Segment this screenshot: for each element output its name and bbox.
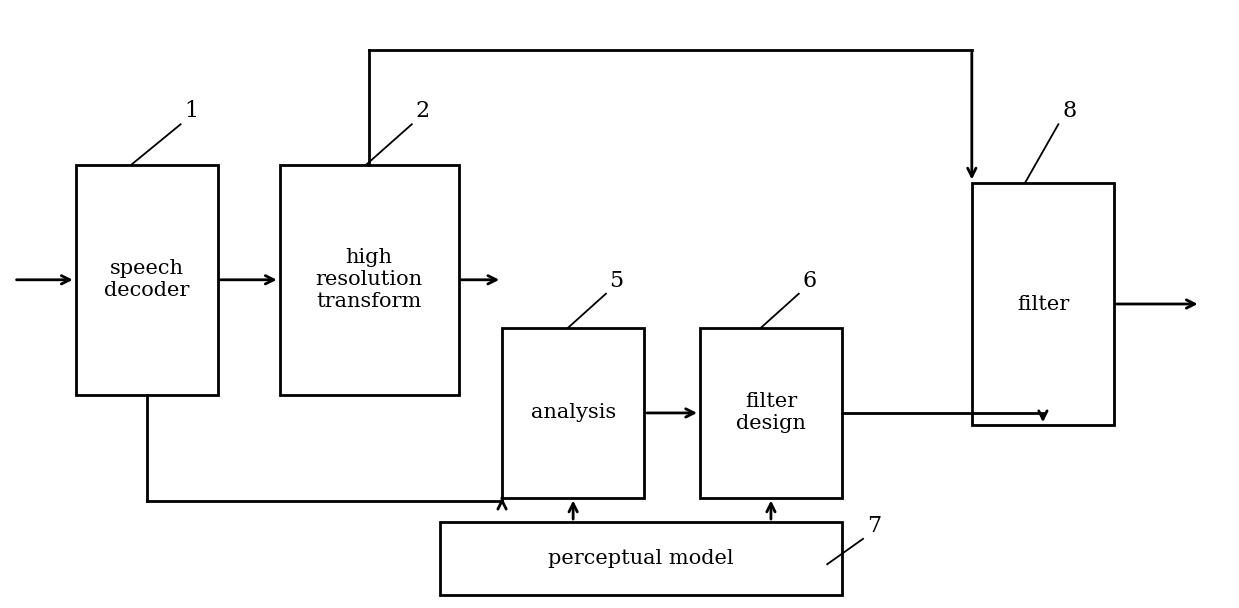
Bar: [502, 328, 644, 498]
Text: analysis: analysis: [530, 404, 616, 423]
Text: 8: 8: [1062, 100, 1077, 122]
Text: perceptual model: perceptual model: [549, 548, 733, 568]
Text: 2: 2: [415, 100, 430, 122]
Text: filter
design: filter design: [736, 392, 805, 434]
Bar: [700, 328, 843, 498]
Text: 5: 5: [610, 270, 623, 292]
Text: 6: 6: [803, 270, 817, 292]
Text: 7: 7: [867, 515, 881, 537]
Text: high
resolution
transform: high resolution transform: [316, 248, 422, 311]
Text: 1: 1: [185, 100, 198, 122]
Bar: [971, 183, 1114, 425]
Text: filter: filter: [1017, 294, 1069, 314]
Text: speech
decoder: speech decoder: [104, 259, 190, 300]
Bar: [280, 165, 458, 395]
Bar: [76, 165, 218, 395]
Bar: [440, 522, 843, 595]
